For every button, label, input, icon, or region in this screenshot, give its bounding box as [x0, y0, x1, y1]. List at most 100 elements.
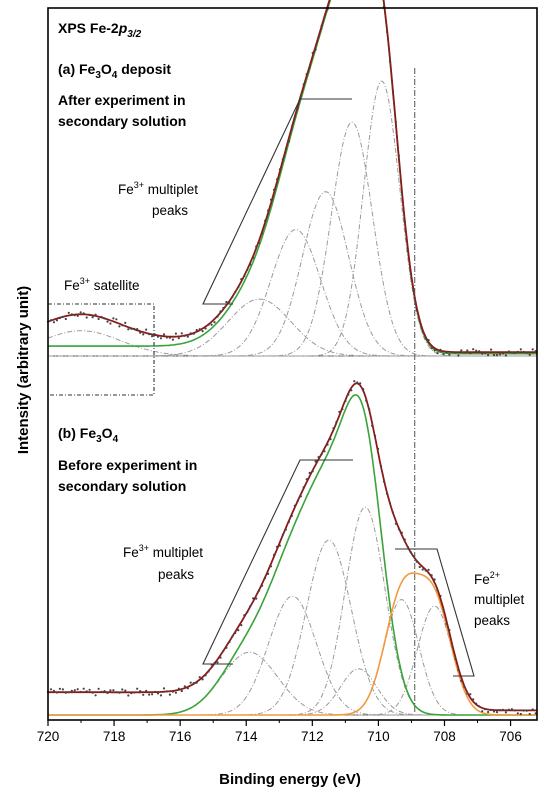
panel-b-data-point-120 [400, 531, 403, 534]
panel-a-data-point-79 [278, 168, 281, 171]
panel-a-data-point-116 [388, 60, 392, 64]
panel-a-data-point-43 [171, 338, 174, 341]
panel-a-data-point-150 [490, 348, 493, 351]
panel-b-data-point-118 [394, 522, 397, 525]
panel-a-data-point-28 [127, 328, 130, 331]
x-tick-label-714: 714 [235, 729, 258, 744]
panel-b-data-point-76 [269, 565, 273, 568]
panel-b-data-point-84 [293, 504, 296, 507]
panel-a-data-point-85 [296, 107, 299, 110]
panel-a-data-point-91 [314, 48, 317, 51]
panel-b-data-point-30 [133, 691, 136, 694]
panel-a-data-point-137 [451, 351, 454, 354]
panel-a-data-point-130 [430, 347, 433, 350]
panel-a-data-point-153 [498, 353, 502, 356]
panel-a-data-point-3 [52, 321, 56, 324]
panel-a-data-point-134 [442, 353, 445, 356]
panel-b-data-point-155 [504, 711, 507, 714]
panel-a-multiplet-bracket [202, 98, 352, 305]
panel-b-data-point-80 [281, 533, 284, 536]
panel-b-data-point-136 [448, 629, 451, 632]
panel-b-data-point-119 [397, 528, 400, 531]
panel-a-data-point-123 [409, 272, 412, 275]
panel-a-data-point-19 [100, 315, 103, 319]
panel-a-data-point-17 [94, 313, 97, 316]
panel-b-data-point-38 [156, 692, 160, 695]
panel-b-data-point-73 [261, 584, 264, 587]
panel-a-data-point-89 [308, 66, 311, 69]
panel-b-data-point-31 [136, 687, 139, 690]
panel-a-data-point-35 [148, 333, 151, 336]
x-axis: 720 718 716 714 712 710 708 706 [37, 720, 522, 744]
panel-a-data-point-4 [55, 319, 59, 322]
panel-b-data-point-20 [103, 690, 106, 693]
panel-b-data-point-157 [510, 708, 513, 711]
panel-b-data-point-16 [91, 691, 94, 694]
panel-a-data-point-57 [213, 321, 216, 324]
panel-b-data-point-107 [362, 388, 365, 391]
panel-b-data-point-72 [258, 589, 261, 592]
panel-b-data-point-2 [49, 688, 53, 691]
panel-b-data-point-140 [460, 679, 463, 683]
panel-b-data-point-8 [67, 691, 70, 694]
panel-a-data-point-90 [311, 51, 314, 55]
panel-b-data-point-148 [484, 708, 487, 711]
y-axis-label: Intensity (arbitrary unit) [15, 286, 32, 454]
panel-a-data-point-2 [49, 319, 53, 322]
panel-b-data-point-77 [272, 553, 276, 557]
panel-b-data-point-66 [240, 624, 243, 627]
panel-a-data-point-161 [522, 350, 525, 354]
panel-b-data-point-130 [430, 574, 433, 577]
panel-a-data-point-151 [492, 354, 496, 357]
panel-b-data-point-153 [498, 709, 502, 712]
panel-b-data-point-126 [418, 565, 421, 569]
panel-a-data-point-62 [228, 301, 231, 304]
panel-b-data-point-135 [445, 622, 448, 625]
panel-a-data-point-39 [159, 337, 163, 340]
plot-frame [47, 7, 538, 721]
panel-b-data-point-116 [388, 501, 392, 505]
panel-b-data-point-111 [374, 434, 377, 437]
panel-b-label: (b) Fe3O4 [58, 425, 119, 445]
panel-b-data-point-54 [204, 674, 207, 677]
panel-a-data-point-157 [510, 351, 513, 354]
panel-a-data-point-155 [504, 354, 507, 357]
panel-a-data-point-84 [293, 116, 296, 119]
panel-a-data-point-138 [454, 351, 457, 354]
panel-b-data-point-19 [100, 690, 103, 693]
panel-b-data-point-13 [82, 687, 85, 690]
panel-a-data-point-119 [397, 154, 400, 157]
panel-a-data-point-159 [516, 350, 519, 353]
panel-b-data-point-49 [189, 681, 192, 684]
panel-a-data-point-147 [481, 352, 484, 355]
panel-a-data-point-75 [267, 209, 270, 212]
panel-b-data-point-110 [371, 424, 374, 427]
panel-b-data-point-81 [284, 528, 287, 531]
x-tick-label-708: 708 [433, 729, 456, 744]
panel-a-data-point-129 [427, 339, 430, 342]
panel-b-data-point-32 [139, 690, 142, 693]
panel-a-data-point-44 [174, 332, 177, 335]
panel-b-data-point-67 [243, 614, 246, 617]
panel-a-data-point-148 [484, 352, 487, 355]
panel-b-data-point-161 [522, 709, 525, 712]
panel-a-data-point-164 [531, 348, 534, 351]
panel-b-data-point-70 [252, 597, 255, 600]
x-tick-label-720: 720 [37, 729, 60, 744]
panel-b-data-point-64 [234, 631, 237, 635]
x-tick-label-706: 706 [499, 729, 522, 744]
panel-a-data-point-87 [302, 83, 305, 86]
panel-a-data-point-86 [299, 95, 302, 98]
panel-b-data-point-152 [495, 711, 499, 714]
panel-a-data-point-94 [323, 15, 326, 18]
panel-a-component-peak-6 [47, 330, 537, 357]
panel-a-data-point-63 [231, 295, 234, 299]
panel-b-data-point-113 [379, 464, 383, 468]
panel-b-data-point-125 [415, 560, 418, 563]
panel-a-data-point-6 [61, 315, 64, 318]
panel-b-data-point-142 [466, 692, 469, 695]
panel-a-data-point-46 [180, 332, 183, 335]
panel-a-data-point-21 [106, 320, 109, 323]
panel-a-data-point-73 [261, 232, 264, 235]
x-tick-label-716: 716 [169, 729, 192, 744]
